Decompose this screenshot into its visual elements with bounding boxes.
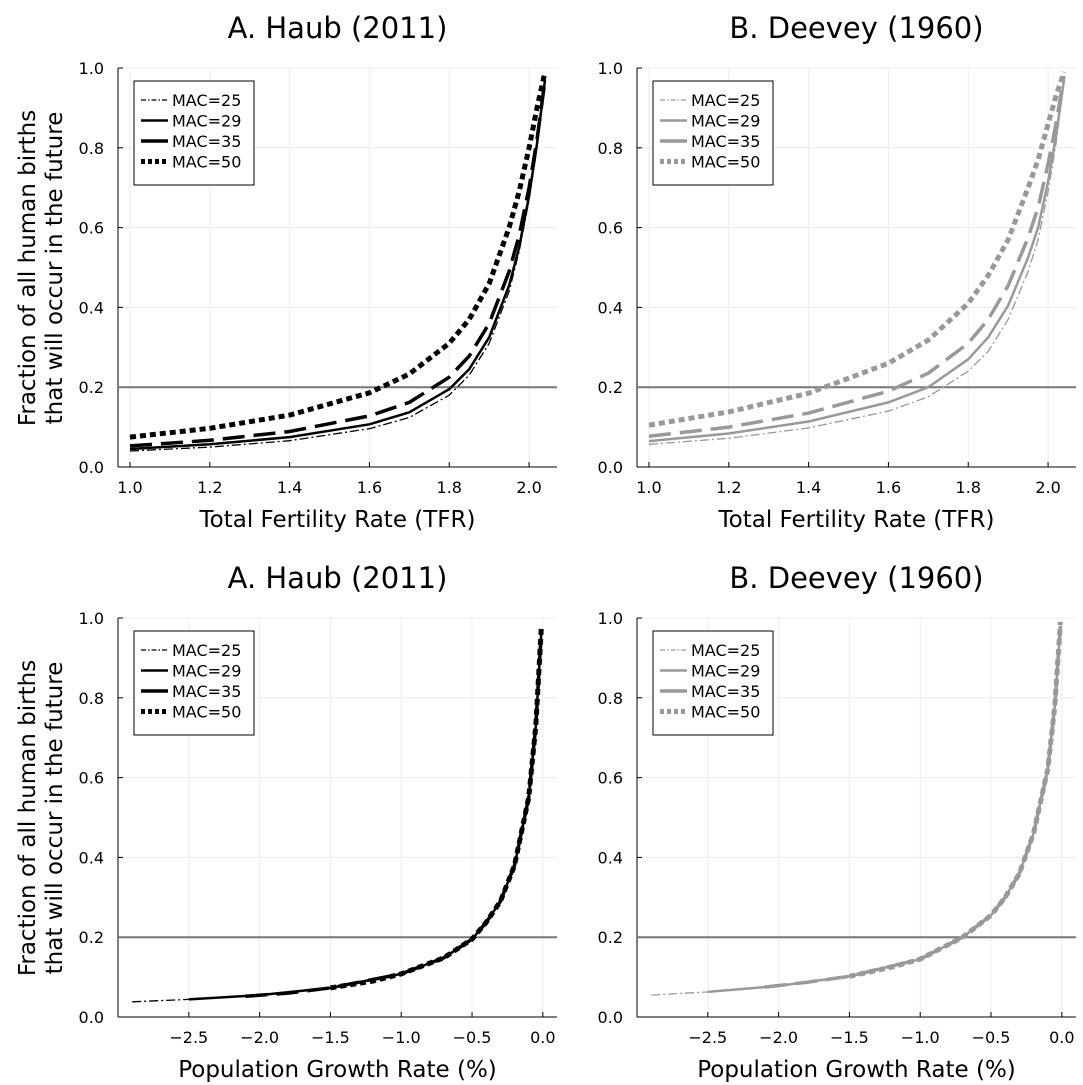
x-axis-label: Total Fertility Rate (TFR): [199, 507, 476, 533]
x-tick-label: −2.0: [759, 1028, 798, 1047]
y-tick-label: 0.8: [598, 139, 623, 158]
series-line-mac29: [648, 79, 1066, 443]
x-tick-label: 0.0: [530, 1028, 555, 1047]
x-tick-label: 1.0: [117, 478, 142, 497]
legend-label: MAC=25: [172, 91, 241, 110]
y-tick-label: 0.6: [598, 769, 623, 788]
y-tick-label: 1.0: [79, 609, 104, 628]
legend-label: MAC=50: [172, 153, 241, 172]
chart-panel-4: −2.5 −2.0 −1.5 −1.0 −0.5 0.0 0.0 0.2 0.4 0.6 0.8 1.…: [598, 561, 1076, 1083]
y-axis-label-top-line1: Fraction of all human births: [15, 110, 41, 426]
chart-panel-2: 1.0 1.2 1.4 1.6 1.8 2.0 0.0 0.2 0.4 0.6 0.8 1.0 MAC=…: [598, 11, 1076, 533]
legend-label: MAC=29: [172, 112, 241, 131]
legend-label: MAC=25: [691, 641, 760, 660]
x-tick-label: −1.0: [382, 1028, 421, 1047]
x-axis-label: Population Growth Rate (%): [178, 1057, 497, 1083]
series-line-mac35: [648, 75, 1066, 439]
legend-label: MAC=35: [172, 682, 241, 701]
y-tick-label: 1.0: [598, 609, 623, 628]
series-line-mac35: [245, 629, 544, 999]
x-tick-label: −2.5: [688, 1028, 727, 1047]
legend-label: MAC=35: [691, 132, 760, 151]
x-tick-label: 1.2: [197, 478, 222, 497]
y-tick-label: 0.0: [598, 458, 623, 477]
y-tick-label: 0.4: [79, 298, 104, 317]
x-tick-label: 1.8: [956, 478, 981, 497]
y-tick-label: 0.8: [79, 139, 104, 158]
legend-box: [133, 630, 255, 736]
y-tick-label: 0.8: [79, 689, 104, 708]
y-tick-label: 0.4: [598, 298, 623, 317]
y-tick-label: 0.0: [79, 1008, 104, 1027]
y-tick-label: 0.6: [79, 219, 104, 238]
chart-title: B. Deevey (1960): [729, 11, 983, 45]
y-tick-label: 0.4: [598, 848, 623, 867]
x-tick-label: 2.0: [1035, 478, 1060, 497]
x-tick-label: −1.5: [830, 1028, 869, 1047]
chart-panel-1: 1.0 1.2 1.4 1.6 1.8 2.0 0.0 0.2 0.4 0.6 0.8 1.0 MAC=…: [79, 11, 557, 533]
x-tick-label: −1.5: [311, 1028, 350, 1047]
y-axis-label-bottom-line2: that will occur in the future: [42, 662, 68, 975]
y-tick-label: 0.2: [598, 378, 623, 397]
x-tick-label: 1.8: [437, 478, 462, 497]
x-tick-label: −1.0: [901, 1028, 940, 1047]
series-line-mac50: [648, 71, 1067, 428]
x-tick-label: −0.5: [972, 1028, 1011, 1047]
legend-label: MAC=50: [172, 703, 241, 722]
chart-title: A. Haub (2011): [228, 561, 448, 595]
y-tick-label: 1.0: [598, 59, 623, 78]
y-tick-label: 0.2: [79, 928, 104, 947]
legend-label: MAC=25: [172, 641, 241, 660]
legend-box: [652, 630, 774, 736]
series-line-mac50: [848, 621, 1063, 979]
y-tick-label: 0.8: [598, 689, 623, 708]
y-tick-label: 0.2: [79, 378, 104, 397]
x-tick-label: −2.5: [169, 1028, 208, 1047]
chart-title: B. Deevey (1960): [729, 561, 983, 595]
legend-label: MAC=35: [691, 682, 760, 701]
y-tick-label: 0.2: [598, 928, 623, 947]
legend-label: MAC=50: [691, 153, 760, 172]
y-tick-label: 0.6: [79, 769, 104, 788]
chart-panel-3: −2.5 −2.0 −1.5 −1.0 −0.5 0.0 0.0 0.2 0.4 0.6 0.8 1.…: [79, 561, 557, 1083]
y-tick-label: 0.4: [79, 848, 104, 867]
x-tick-label: −0.5: [453, 1028, 492, 1047]
x-axis-label: Total Fertility Rate (TFR): [718, 507, 995, 533]
legend-label: MAC=29: [172, 662, 241, 681]
legend-label: MAC=35: [172, 132, 241, 151]
legend-label: MAC=29: [691, 112, 760, 131]
legend-box: [652, 80, 774, 186]
x-tick-label: 1.6: [357, 478, 382, 497]
legend-label: MAC=29: [691, 662, 760, 681]
y-axis-label-bottom-line1: Fraction of all human births: [15, 660, 41, 976]
x-tick-label: −2.0: [240, 1028, 279, 1047]
series-line-mac35: [129, 79, 547, 448]
x-tick-label: 1.4: [796, 478, 821, 497]
series-line-mac50: [330, 625, 544, 991]
x-tick-label: 0.0: [1049, 1028, 1074, 1047]
legend-label: MAC=25: [691, 91, 760, 110]
series-line-mac25: [129, 79, 546, 452]
x-tick-label: 2.0: [516, 478, 541, 497]
legend-box: [133, 80, 255, 186]
x-tick-label: 1.6: [876, 478, 901, 497]
x-tick-label: 1.0: [636, 478, 661, 497]
legend-label: MAC=50: [691, 703, 760, 722]
y-tick-label: 1.0: [79, 59, 104, 78]
x-axis-label: Population Growth Rate (%): [697, 1057, 1016, 1083]
series-line-mac50: [129, 71, 548, 440]
series-line-mac25: [648, 79, 1065, 445]
x-tick-label: 1.2: [716, 478, 741, 497]
y-axis-label-top-line2: that will occur in the future: [42, 112, 68, 425]
y-tick-label: 0.0: [79, 458, 104, 477]
chart-title: A. Haub (2011): [228, 11, 448, 45]
y-tick-label: 0.0: [598, 1008, 623, 1027]
x-tick-label: 1.4: [277, 478, 302, 497]
y-tick-label: 0.6: [598, 219, 623, 238]
